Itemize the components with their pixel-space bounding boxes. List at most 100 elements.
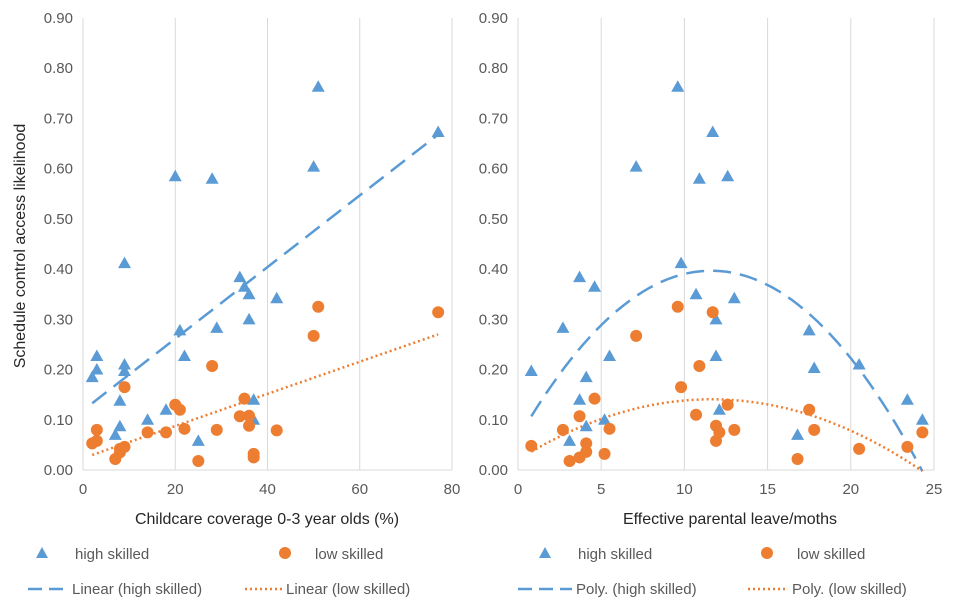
y-tick-label: 0.50 [44, 211, 73, 228]
y-tick-label: 0.40 [44, 261, 73, 278]
circle-marker-icon [761, 547, 773, 559]
y-tick-label: 0.90 [44, 10, 73, 27]
point-low-skilled [238, 392, 251, 405]
y-tick-label: 0.60 [479, 161, 508, 178]
point-high-skilled [210, 321, 224, 333]
y-tick-label: 0.00 [44, 462, 73, 479]
legend-item-linear-high: Linear (high skilled) [28, 581, 202, 598]
x-tick-labels: 0 5 10 15 20 25 [514, 481, 943, 498]
y-tick-label: 0.30 [44, 311, 73, 328]
point-high-skilled [671, 80, 685, 92]
point-low-skilled [580, 445, 593, 458]
point-high-skilled [556, 321, 570, 333]
point-low-skilled [206, 360, 219, 373]
point-low-skilled [210, 423, 223, 436]
y-tick-label: 0.20 [479, 362, 508, 379]
point-high-skilled [709, 312, 723, 325]
legend: high skilled low skilled Linear (high sk… [28, 546, 410, 598]
point-low-skilled [713, 426, 726, 439]
point-low-skilled [432, 306, 445, 319]
x-tick-label: 10 [676, 481, 693, 498]
point-low-skilled [580, 437, 593, 450]
point-low-skilled [853, 442, 866, 455]
point-high-skilled [807, 361, 821, 374]
point-high-skilled [524, 364, 538, 377]
point-low-skilled [312, 300, 325, 313]
point-high-skilled [173, 323, 187, 336]
y-tick-label: 0.60 [44, 161, 73, 178]
point-high-skilled [118, 358, 132, 370]
point-high-skilled [242, 287, 256, 300]
y-tick-label: 0.80 [479, 60, 508, 77]
y-tick-label: 0.80 [44, 60, 73, 77]
legend-item-linear-low: Linear (low skilled) [245, 581, 410, 598]
point-high-skilled [588, 280, 602, 292]
point-high-skilled [802, 323, 816, 336]
legend-item-low-skilled: low skilled [279, 546, 383, 563]
point-low-skilled [90, 423, 103, 436]
point-high-skilled [90, 349, 104, 361]
point-low-skilled [556, 423, 569, 436]
x-tick-label: 40 [259, 481, 276, 498]
legend-label: high skilled [75, 546, 149, 563]
legend: high skilled low skilled Poly. (high ski… [518, 546, 907, 598]
point-high-skilled [712, 403, 726, 415]
point-high-skilled [177, 349, 191, 361]
legend-item-high-skilled: high skilled [539, 546, 652, 563]
point-low-skilled [690, 408, 703, 421]
point-low-skilled [563, 454, 576, 467]
data-points [85, 80, 445, 467]
point-low-skilled [675, 381, 688, 394]
point-high-skilled [579, 370, 593, 383]
x-tick-label: 20 [842, 481, 859, 498]
point-low-skilled [233, 410, 246, 423]
circle-marker-icon [279, 547, 291, 559]
x-tick-label: 60 [351, 481, 368, 498]
point-high-skilled [689, 287, 703, 300]
y-tick-label: 0.90 [479, 10, 508, 27]
point-high-skilled [237, 280, 251, 292]
point-low-skilled [791, 452, 804, 465]
y-tick-label: 0.50 [479, 211, 508, 228]
point-low-skilled [671, 300, 684, 313]
point-high-skilled [90, 363, 104, 375]
gridlines [82, 18, 453, 471]
point-low-skilled [243, 409, 256, 422]
x-tick-label: 0 [514, 481, 522, 498]
point-high-skilled [900, 393, 914, 405]
point-low-skilled [728, 423, 741, 436]
y-tick-label: 0.20 [44, 362, 73, 379]
point-low-skilled [270, 424, 283, 437]
point-high-skilled [629, 160, 643, 172]
point-high-skilled [141, 413, 155, 425]
point-low-skilled [118, 440, 131, 453]
y-tick-labels: 0.00 0.10 0.20 0.30 0.40 0.50 0.60 0.70 0.80 0.90 [44, 10, 73, 479]
gridlines [517, 18, 935, 471]
y-tick-label: 0.40 [479, 261, 508, 278]
point-low-skilled [808, 423, 821, 436]
point-high-skilled [603, 349, 617, 361]
point-high-skilled [692, 172, 706, 184]
chart-left: 0.00 0.10 0.20 0.30 0.40 0.50 0.60 0.70 0.80 0.90… [12, 10, 460, 598]
point-high-skilled [727, 291, 741, 304]
x-tick-label: 0 [79, 481, 87, 498]
point-low-skilled [307, 329, 320, 342]
point-low-skilled [603, 422, 616, 435]
point-high-skilled [247, 393, 261, 405]
point-high-skilled [852, 358, 866, 370]
legend-label: Linear (low skilled) [286, 581, 410, 598]
point-high-skilled [563, 434, 577, 446]
legend-label: low skilled [797, 546, 865, 563]
point-low-skilled [693, 360, 706, 373]
x-tick-label: 5 [597, 481, 605, 498]
legend-label: Linear (high skilled) [72, 581, 202, 598]
point-high-skilled [85, 370, 99, 383]
y-tick-label: 0.10 [44, 412, 73, 429]
point-low-skilled [598, 447, 611, 460]
legend-item-high-skilled: high skilled [36, 546, 149, 563]
point-high-skilled [270, 291, 284, 304]
point-high-skilled [573, 393, 587, 405]
point-high-skilled [159, 403, 173, 415]
x-tick-labels: 0 20 40 60 80 [79, 481, 461, 498]
